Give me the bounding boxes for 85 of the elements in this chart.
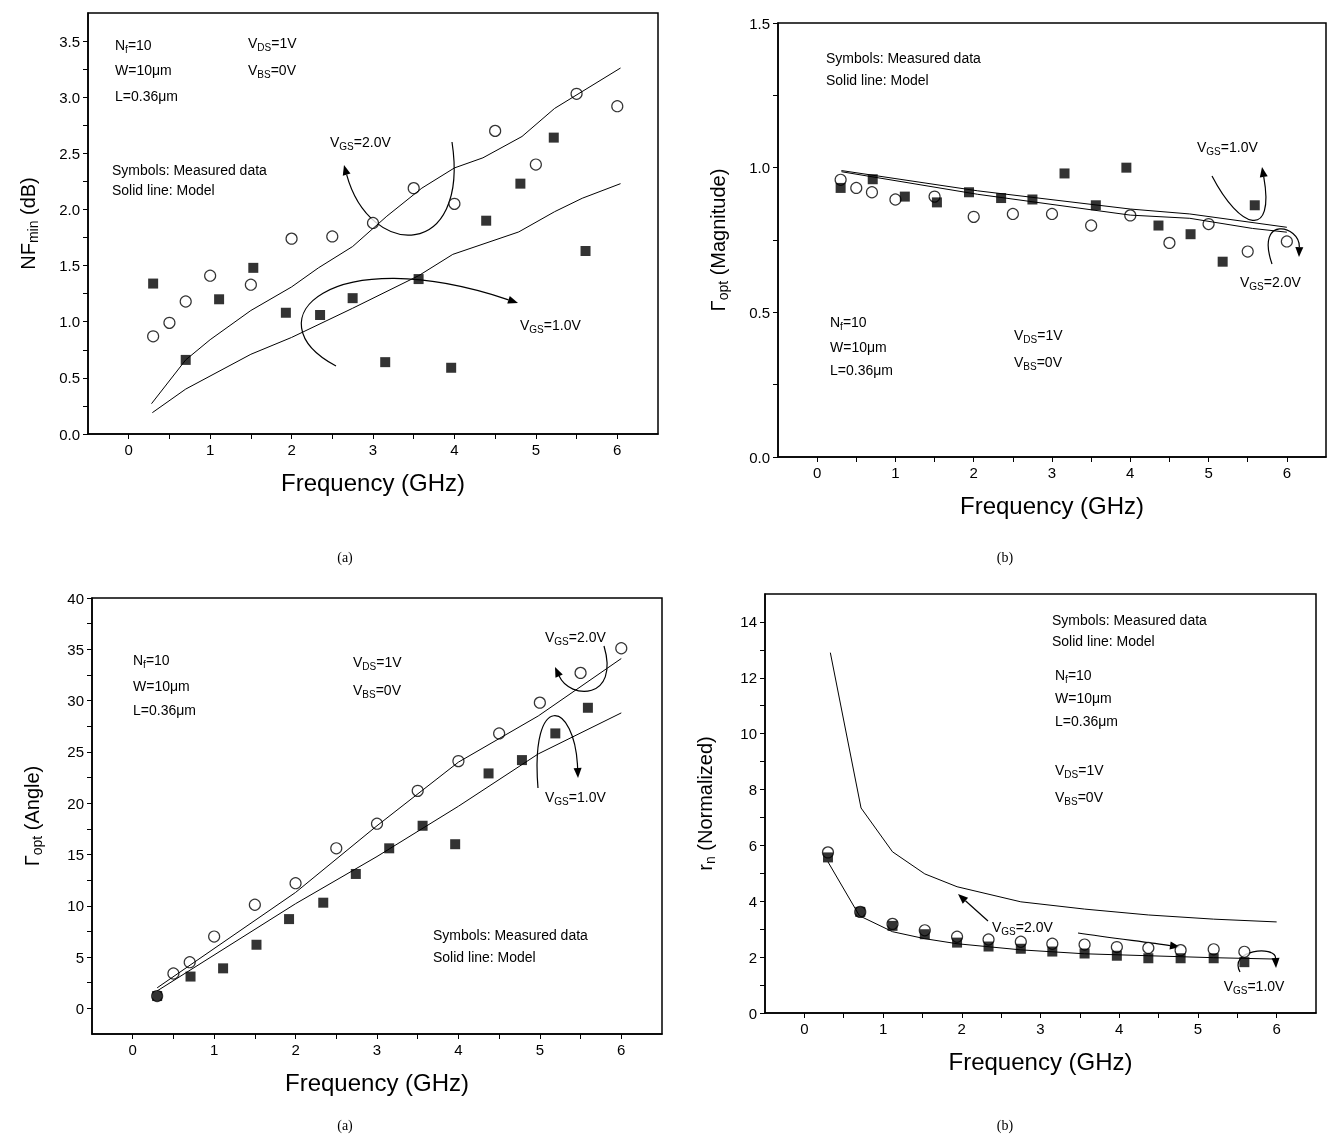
x-tick-label: 2 bbox=[291, 1041, 300, 1058]
y-tick-label: 2.5 bbox=[59, 144, 80, 162]
annotation: W=10μm bbox=[1055, 690, 1112, 706]
y-tick-label: 0 bbox=[75, 999, 84, 1017]
x-tick-label: 5 bbox=[531, 441, 541, 458]
x-axis-title: Frequency (GHz) bbox=[284, 1068, 470, 1096]
x-axis-title: Frequency (GHz) bbox=[948, 1047, 1133, 1075]
x-tick-label: 1 bbox=[878, 1020, 888, 1037]
y-tick-label: 3.0 bbox=[59, 88, 80, 106]
annotation: L=0.36μm bbox=[115, 88, 178, 104]
annotation: W=10μm bbox=[133, 678, 190, 694]
y-tick-label: 10 bbox=[740, 725, 757, 743]
y-tick-label: 2.0 bbox=[59, 200, 80, 218]
annotation: Symbols: Measured data bbox=[1052, 612, 1208, 628]
x-tick-label: 3 bbox=[1047, 464, 1057, 481]
y-tick-label: 0.5 bbox=[749, 303, 770, 321]
annotation: Symbols: Measured data bbox=[826, 50, 982, 66]
x-tick-label: 2 bbox=[969, 464, 978, 481]
y-tick-label: 10 bbox=[67, 897, 84, 915]
x-axis-title: Frequency (GHz) bbox=[280, 468, 466, 496]
x-tick-label: 6 bbox=[617, 1041, 626, 1058]
text: (b) bbox=[996, 1117, 1014, 1134]
y-tick-label: 8 bbox=[748, 781, 757, 799]
y-axis-title: NFmin (dB) bbox=[17, 177, 41, 270]
text: (a) bbox=[337, 549, 354, 566]
annotation: Symbols: Measured data bbox=[433, 927, 589, 943]
x-axis-title: Frequency (GHz) bbox=[959, 491, 1145, 519]
annotation: Symbols: Measured data bbox=[112, 162, 268, 178]
annotation: L=0.36μm bbox=[830, 362, 893, 378]
y-tick-label: 12 bbox=[740, 669, 757, 687]
y-tick-label: 14 bbox=[740, 613, 757, 631]
y-tick-label: 1.0 bbox=[59, 313, 80, 331]
y-tick-label: 5 bbox=[75, 948, 84, 966]
annotation: Solid line: Model bbox=[1052, 633, 1155, 649]
x-tick-label: 1 bbox=[209, 1041, 219, 1058]
x-tick-label: 4 bbox=[1126, 464, 1135, 481]
x-tick-label: 3 bbox=[368, 441, 378, 458]
x-tick-label: 2 bbox=[287, 441, 296, 458]
annotation: L=0.36μm bbox=[133, 702, 196, 718]
y-tick-label: 20 bbox=[67, 794, 84, 812]
y-tick-label: 0.5 bbox=[59, 369, 80, 387]
x-tick-label: 0 bbox=[124, 441, 133, 458]
x-tick-label: 6 bbox=[1272, 1020, 1281, 1037]
y-tick-label: 0.0 bbox=[749, 448, 770, 466]
x-tick-label: 3 bbox=[1036, 1020, 1045, 1037]
y-tick-label: 15 bbox=[67, 845, 84, 863]
x-tick-label: 6 bbox=[613, 441, 622, 458]
x-tick-label: 5 bbox=[1204, 464, 1213, 481]
y-tick-label: 4 bbox=[748, 892, 757, 910]
y-tick-label: 3.5 bbox=[59, 32, 80, 50]
x-tick-label: 5 bbox=[1193, 1020, 1203, 1037]
y-tick-label: 0.0 bbox=[59, 425, 80, 443]
text: (b) bbox=[996, 549, 1014, 566]
x-tick-label: 2 bbox=[957, 1020, 966, 1037]
x-tick-label: 0 bbox=[128, 1041, 137, 1058]
y-axis-title: rn (Normalized) bbox=[694, 736, 718, 871]
annotation: Solid line: Model bbox=[112, 182, 215, 198]
annotation: W=10μm bbox=[830, 339, 887, 355]
x-tick-label: 1 bbox=[891, 464, 900, 481]
x-tick-label: 0 bbox=[812, 464, 822, 481]
y-axis-title: Γopt (Angle) bbox=[21, 765, 45, 867]
y-tick-label: 35 bbox=[67, 640, 84, 658]
annotation: L=0.36μm bbox=[1055, 713, 1118, 729]
x-tick-label: 4 bbox=[1115, 1020, 1124, 1037]
x-tick-label: 5 bbox=[535, 1041, 545, 1058]
y-tick-label: 2 bbox=[748, 948, 757, 966]
y-tick-label: 40 bbox=[67, 589, 84, 607]
text: (a) bbox=[337, 1117, 354, 1134]
x-tick-label: 3 bbox=[372, 1041, 382, 1058]
y-tick-label: 6 bbox=[748, 836, 757, 854]
x-tick-label: 4 bbox=[450, 441, 459, 458]
annotation: Solid line: Model bbox=[826, 72, 929, 88]
x-tick-label: 6 bbox=[1282, 464, 1292, 481]
y-tick-label: 1.0 bbox=[749, 159, 770, 177]
y-axis-title: Γopt (Magnitude) bbox=[707, 168, 731, 312]
y-tick-label: 1.5 bbox=[59, 257, 80, 275]
y-tick-label: 25 bbox=[67, 743, 84, 761]
x-tick-label: 4 bbox=[454, 1041, 463, 1058]
x-tick-label: 0 bbox=[800, 1020, 809, 1037]
x-tick-label: 1 bbox=[205, 441, 215, 458]
annotation: W=10μm bbox=[115, 62, 172, 78]
annotation: Solid line: Model bbox=[433, 949, 536, 965]
y-tick-label: 30 bbox=[67, 692, 84, 710]
y-tick-label: 0 bbox=[748, 1004, 757, 1022]
y-tick-label: 1.5 bbox=[749, 14, 770, 32]
